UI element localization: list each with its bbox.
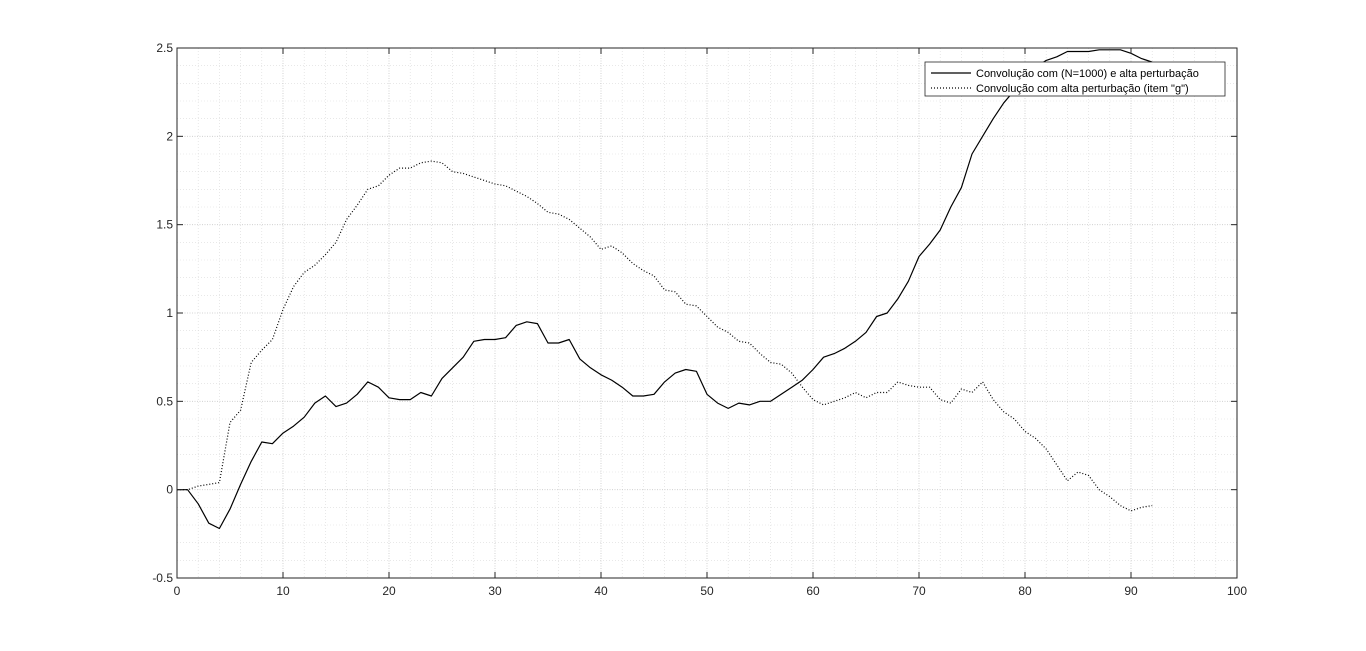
series-line-1 [177,49,1153,530]
y-tick-label: -0.5 [152,571,173,585]
x-tick-label: 50 [700,584,714,598]
legend-label-series-2: Convolução com alta perturbação (item "g… [976,83,1189,95]
y-tick-label: 0.5 [156,394,173,408]
y-tick-label: 2 [166,129,173,143]
x-tick-label: 100 [1227,584,1247,598]
x-tick-label: 40 [594,584,608,598]
y-tick-label: 1 [166,306,173,320]
x-tick-label: 0 [174,584,181,598]
legend-box [924,61,1226,97]
x-tick-label: 20 [382,584,396,598]
y-tick-label: 0 [166,483,173,497]
axis-ticks [176,47,1238,579]
series-line-2 [177,160,1153,512]
x-tick-label: 10 [276,584,290,598]
x-tick-label: 60 [806,584,820,598]
axis-tick-labels: 0 10 20 30 40 50 60 70 80 90 100-0.500.511.522.5 [152,41,1247,598]
series-layer [177,49,1153,530]
y-tick-label: 1.5 [156,218,173,232]
x-tick-label: 70 [912,584,926,598]
legend-label-series-1: Convolução com (N=1000) e alta perturbaç… [976,68,1199,80]
x-tick-label: 80 [1018,584,1032,598]
major-grid [177,48,1237,578]
legend: Convolução com (N=1000) e alta perturbaç… [924,61,1226,97]
y-tick-label: 2.5 [156,41,173,55]
x-tick-label: 30 [488,584,502,598]
x-tick-label: 90 [1124,584,1138,598]
